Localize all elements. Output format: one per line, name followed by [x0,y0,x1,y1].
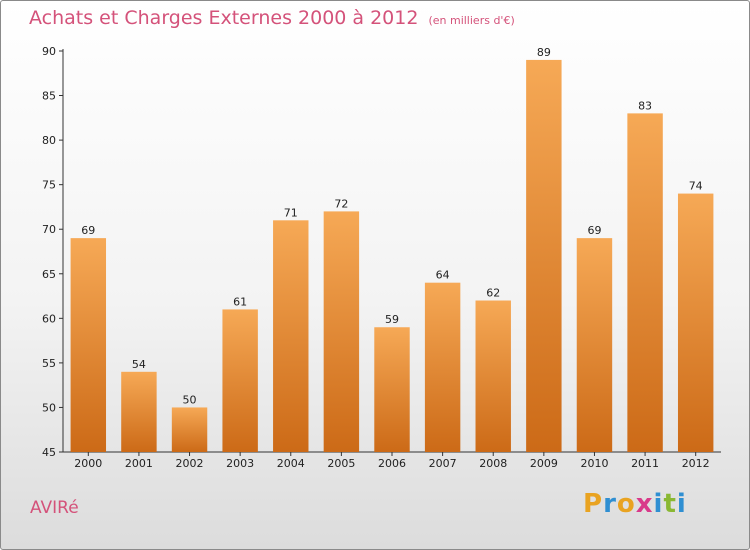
logo-letter: P [583,489,604,519]
x-tick-label: 2007 [429,457,457,470]
bar-value-label: 61 [233,295,247,308]
city-name: AVIRé [30,498,79,518]
bar-value-label: 74 [689,180,703,193]
chart-title: Achats et Charges Externes 2000 à 2012 (e… [29,7,515,29]
bar [424,282,461,452]
x-tick-label: 2005 [327,457,355,470]
logo-letter: t [663,489,677,519]
x-tick-label: 2012 [682,457,710,470]
x-tick-label: 2001 [125,457,153,470]
y-tick-label: 85 [42,90,56,103]
bar [627,113,663,452]
bar [526,59,562,453]
y-tick-label: 60 [42,312,56,325]
bar-value-label: 83 [638,99,652,112]
y-tick-label: 90 [42,45,56,58]
bar [374,327,410,452]
x-tick-label: 2008 [479,457,507,470]
y-tick-label: 70 [42,223,56,236]
x-tick-label: 2009 [530,457,558,470]
x-tick-label: 2003 [226,457,254,470]
bar [677,193,714,453]
y-tick-label: 55 [42,357,56,370]
bar [475,300,511,452]
x-tick-label: 2002 [176,457,204,470]
bar [576,238,613,452]
x-tick-label: 2006 [378,457,406,470]
y-tick-label: 75 [42,179,56,192]
proxiti-logo: Proxiti [583,489,687,519]
bar [171,407,208,452]
bar-value-label: 72 [334,197,348,210]
bar [273,220,309,452]
bar [222,309,258,452]
bar-value-label: 64 [436,269,450,282]
bar-value-label: 71 [284,206,298,219]
logo-letter: i [653,489,664,519]
bar [323,211,360,452]
x-tick-label: 2011 [631,457,659,470]
x-tick-label: 2010 [580,457,608,470]
y-tick-label: 65 [42,268,56,281]
logo-letter: x [635,489,654,519]
bar-value-label: 62 [486,287,500,300]
bar [121,371,157,452]
chart-title-text: Achats et Charges Externes 2000 à 2012 [29,7,419,29]
bar-value-label: 59 [385,313,399,326]
bar-value-label: 50 [183,393,197,406]
bar-value-label: 69 [81,224,95,237]
bar-value-label: 69 [587,224,601,237]
logo-letter: r [603,489,617,519]
chart-unit: (en milliers d'€) [428,14,515,27]
y-tick-label: 45 [42,446,56,459]
bar-value-label: 54 [132,358,146,371]
y-tick-label: 80 [42,134,56,147]
y-tick-label: 50 [42,401,56,414]
logo-letter: o [616,489,636,519]
logo-letter: i [676,489,687,519]
bar [70,238,107,452]
bar-value-label: 89 [537,46,551,59]
x-tick-label: 2000 [74,457,102,470]
x-tick-label: 2004 [277,457,305,470]
